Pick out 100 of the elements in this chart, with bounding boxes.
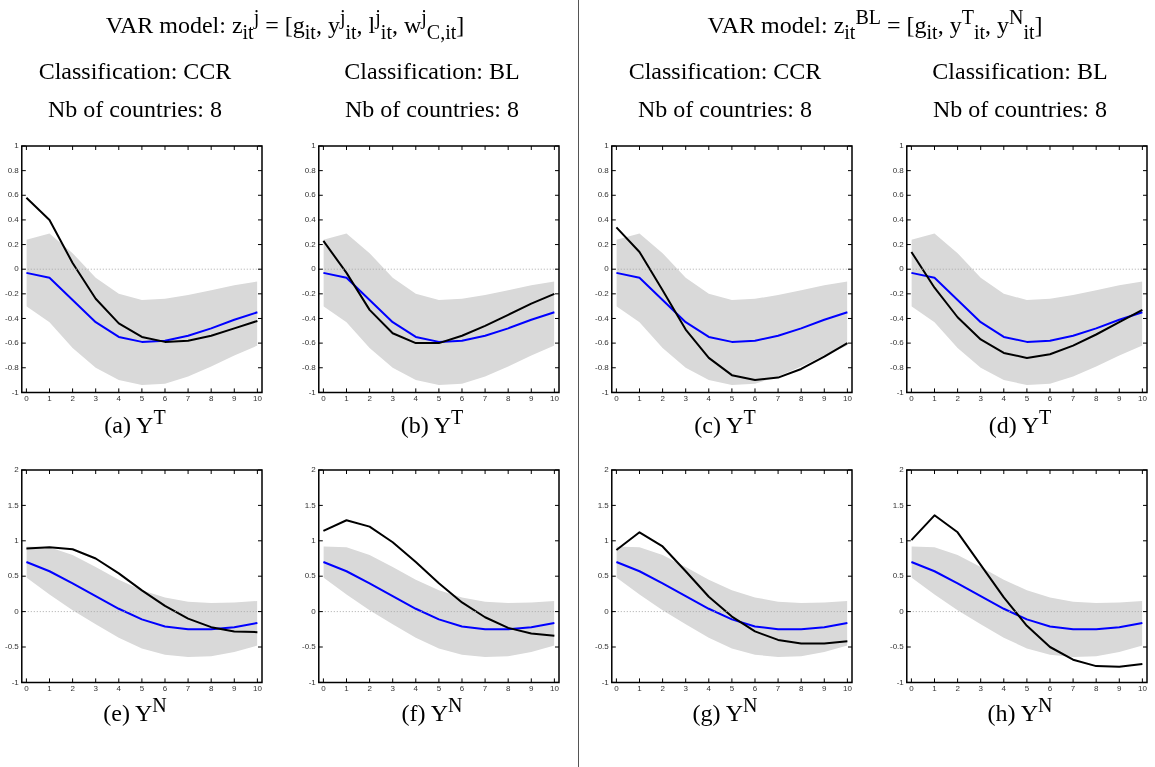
y-tick-label: -0.2	[301, 289, 317, 299]
x-tick-label: 1	[637, 684, 643, 694]
y-tick-label: -0.8	[4, 362, 20, 372]
y-tick-label: -0.6	[889, 338, 905, 348]
y-tick-label: -0.4	[889, 313, 905, 323]
y-tick-label: -1	[11, 677, 20, 687]
x-tick-label: 9	[232, 394, 238, 404]
y-tick-label: 0.5	[597, 571, 610, 581]
chart-subtitle: Nb of countries: 8	[47, 96, 223, 123]
y-tick-label: 0	[311, 264, 317, 274]
x-axis-title: (g) Y$^{N}$	[691, 694, 759, 727]
x-tick-label: 10	[549, 394, 560, 404]
x-tick-label: 6	[459, 684, 465, 694]
x-tick-label: 9	[822, 684, 828, 694]
x-tick-label: 5	[729, 394, 735, 404]
y-tick-label: 1	[14, 141, 20, 151]
y-tick-label: 0	[604, 264, 610, 274]
x-tick-label: 2	[70, 394, 76, 404]
x-tick-label: 6	[752, 394, 758, 404]
x-tick-label: 4	[116, 684, 122, 694]
x-tick-label: 8	[1093, 684, 1099, 694]
y-tick-label: -0.4	[301, 313, 317, 323]
y-tick-label: 0.8	[597, 165, 610, 175]
x-tick-label: 7	[1070, 684, 1076, 694]
x-tick-label: 8	[208, 684, 214, 694]
x-tick-label: 7	[1070, 394, 1076, 404]
x-tick-label: 7	[185, 394, 191, 404]
x-tick-label: 3	[93, 684, 99, 694]
x-tick-label: 3	[390, 684, 396, 694]
x-axis-title: (a) Y$^{T}$	[103, 406, 167, 439]
x-tick-label: 4	[1001, 394, 1007, 404]
y-tick-label: 0.8	[304, 165, 317, 175]
y-tick-label: 0	[899, 264, 905, 274]
y-tick-label: 0.6	[892, 190, 905, 200]
y-tick-label: -0.6	[301, 338, 317, 348]
y-tick-label: -1	[601, 677, 610, 687]
x-tick-label: 8	[208, 394, 214, 404]
x-tick-label: 2	[70, 684, 76, 694]
chart-title: Classification: CCR	[37, 58, 233, 85]
y-tick-label: 1.5	[892, 500, 905, 510]
y-tick-label: -0.4	[594, 313, 610, 323]
x-tick-label: 8	[505, 684, 511, 694]
x-tick-label: 4	[706, 394, 712, 404]
x-tick-label: 1	[344, 394, 350, 404]
x-axis-title: (c) Y$^{T}$	[693, 406, 757, 439]
x-tick-label: 0	[909, 394, 915, 404]
x-tick-label: 4	[706, 684, 712, 694]
y-tick-label: -0.8	[594, 362, 610, 372]
x-tick-label: 0	[24, 684, 30, 694]
x-tick-label: 6	[162, 684, 168, 694]
x-tick-label: 2	[955, 684, 961, 694]
y-tick-label: 1	[311, 536, 317, 545]
x-tick-label: 1	[47, 684, 53, 694]
x-tick-label: 6	[752, 684, 758, 694]
x-tick-label: 10	[1137, 684, 1148, 694]
y-tick-label: -0.2	[889, 289, 905, 299]
x-tick-label: 0	[321, 394, 327, 404]
x-tick-label: 7	[775, 394, 781, 404]
x-tick-label: 1	[637, 394, 643, 404]
y-tick-label: 0.5	[892, 571, 905, 581]
y-tick-label: -0.5	[4, 642, 20, 652]
x-tick-label: 7	[482, 684, 488, 694]
x-tick-label: 8	[1093, 394, 1099, 404]
x-tick-label: 3	[683, 684, 689, 694]
y-tick-label: 0	[14, 606, 20, 616]
x-tick-label: 10	[549, 684, 560, 694]
y-tick-label: -0.2	[594, 289, 610, 299]
y-tick-label: 1	[604, 536, 610, 545]
x-tick-label: 1	[932, 684, 938, 694]
y-tick-label: 2	[604, 465, 610, 475]
x-tick-label: 5	[436, 394, 442, 404]
y-tick-label: -0.8	[889, 362, 905, 372]
y-tick-label: -1	[11, 387, 20, 397]
x-tick-label: 9	[529, 394, 535, 404]
x-axis-title: (e) Y$^{N}$	[102, 694, 168, 727]
chart-subtitle: Nb of countries: 8	[344, 96, 520, 123]
y-tick-label: -0.6	[594, 338, 610, 348]
x-tick-label: 3	[978, 394, 984, 404]
y-tick-label: 0.4	[597, 215, 610, 225]
x-tick-label: 7	[775, 684, 781, 694]
x-tick-label: 2	[367, 394, 373, 404]
x-tick-label: 10	[252, 684, 263, 694]
chart-title: Classification: CCR	[627, 58, 823, 85]
y-tick-label: -0.5	[301, 642, 317, 652]
x-tick-label: 4	[413, 394, 419, 404]
y-tick-label: 0.2	[304, 239, 317, 249]
y-tick-label: 0.2	[597, 239, 610, 249]
x-tick-label: 7	[185, 684, 191, 694]
y-tick-label: -1	[308, 387, 317, 397]
y-tick-label: -1	[896, 387, 905, 397]
x-tick-label: 0	[909, 684, 915, 694]
y-tick-label: 0	[311, 606, 317, 616]
x-tick-label: 9	[1117, 684, 1123, 694]
x-tick-label: 2	[660, 684, 666, 694]
y-tick-label: 1	[14, 536, 20, 545]
x-tick-label: 9	[1117, 394, 1123, 404]
y-tick-label: 0.8	[7, 165, 20, 175]
x-tick-label: 0	[24, 394, 30, 404]
y-tick-label: -1	[896, 677, 905, 687]
y-tick-label: 0	[604, 606, 610, 616]
